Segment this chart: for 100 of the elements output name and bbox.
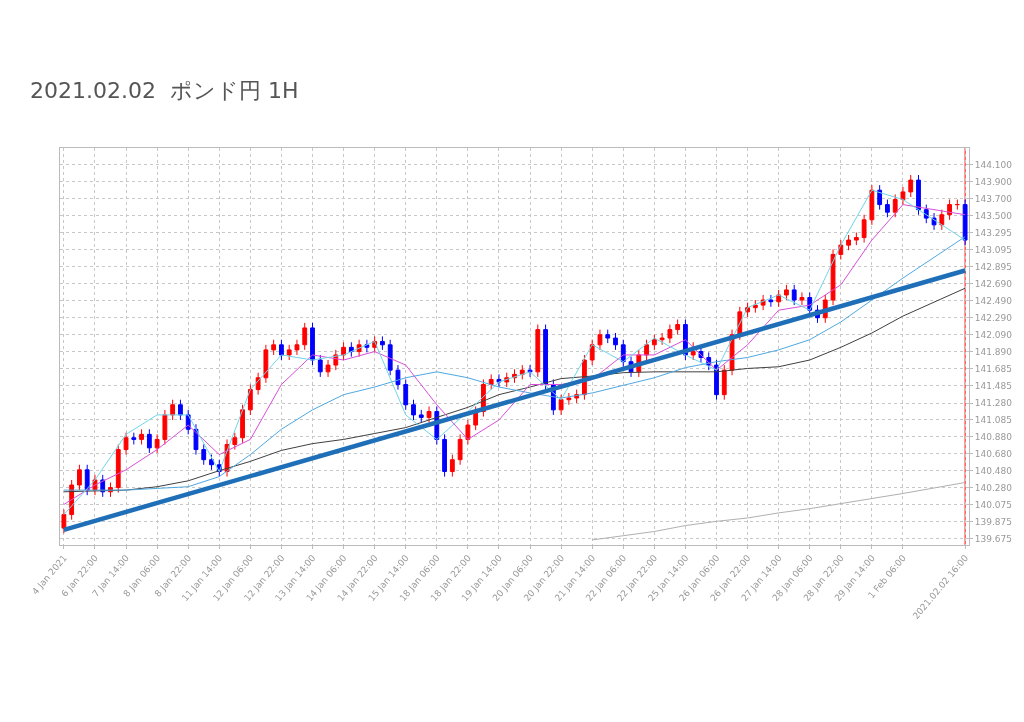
candlestick <box>519 364 525 380</box>
candlestick <box>465 419 471 445</box>
candlestick <box>714 359 719 401</box>
candlestick <box>146 428 152 454</box>
candlestick <box>791 284 797 306</box>
candlestick <box>201 443 207 466</box>
y-tick-label: 143.900 <box>974 176 1013 187</box>
candlestick <box>675 318 681 336</box>
candlestick <box>527 364 533 378</box>
candlestick <box>908 174 914 198</box>
candlestick <box>558 394 564 416</box>
candlestick <box>139 428 144 445</box>
candlestick <box>387 339 393 376</box>
chart-title: 2021.02.02 ポンド円 1H <box>30 77 299 103</box>
candlestick <box>535 324 541 378</box>
candlestick <box>286 344 292 361</box>
candlestick <box>613 332 618 351</box>
candlestick <box>403 378 409 411</box>
candlestick <box>962 199 968 246</box>
candlestick <box>947 199 952 221</box>
candlestick <box>317 354 323 378</box>
candlestick <box>488 373 494 391</box>
candlestick <box>232 432 238 451</box>
candlestick <box>784 284 789 301</box>
y-tick-label: 140.280 <box>974 482 1013 493</box>
y-tick-label: 139.675 <box>974 533 1013 544</box>
candlestick <box>690 341 696 361</box>
candlestick <box>154 433 160 454</box>
candlestick <box>263 344 269 384</box>
candlestick <box>597 329 603 351</box>
y-tick-label: 141.085 <box>974 414 1013 425</box>
candlestick <box>853 231 859 246</box>
y-tick-label: 142.895 <box>974 261 1013 272</box>
candlestick <box>659 332 665 346</box>
candlestick <box>589 339 595 366</box>
candlestick <box>605 329 611 344</box>
candlestick <box>449 454 455 478</box>
y-tick-label: 143.095 <box>974 244 1013 255</box>
candlestick <box>364 339 370 353</box>
candlestick <box>178 399 183 421</box>
y-tick-label: 140.480 <box>974 465 1013 476</box>
y-tick-label: 143.500 <box>974 210 1013 221</box>
candlestick <box>279 339 284 361</box>
candlestick <box>861 214 867 244</box>
candlestick <box>954 199 960 211</box>
candlestick <box>877 184 883 211</box>
candlestick <box>418 409 424 424</box>
candlestick <box>123 432 129 456</box>
y-tick-label: 139.875 <box>974 516 1013 527</box>
candlestick <box>411 399 416 421</box>
candlestick <box>799 291 805 306</box>
candlestick <box>457 433 463 466</box>
candlestick <box>752 299 758 314</box>
y-tick-label: 141.280 <box>974 398 1013 409</box>
y-tick-label: 140.680 <box>974 448 1013 459</box>
candlestick <box>61 509 67 534</box>
y-tick-label: 144.100 <box>974 160 1013 171</box>
y-tick-label: 142.290 <box>974 312 1013 323</box>
candlestick <box>543 324 548 391</box>
y-tick-label: 142.690 <box>974 279 1013 290</box>
candlestick <box>916 174 921 216</box>
y-tick-label: 140.880 <box>974 432 1013 443</box>
candlestick <box>294 339 300 356</box>
candlestick <box>302 322 308 351</box>
candlestick <box>395 364 401 391</box>
y-tick-label: 141.685 <box>974 364 1013 375</box>
candlestick <box>869 184 875 226</box>
y-tick-label: 141.485 <box>974 380 1013 391</box>
y-tick-label: 140.075 <box>974 500 1013 511</box>
y-tick-label: 143.295 <box>974 228 1013 239</box>
y-tick-label: 141.890 <box>974 346 1013 357</box>
candlestick <box>721 364 727 401</box>
candlestick <box>209 454 214 471</box>
candlestick <box>838 239 844 260</box>
candlestick <box>426 405 432 424</box>
candlestick <box>900 186 906 206</box>
candlestick <box>162 409 168 445</box>
candlestick <box>131 432 137 445</box>
candlestick <box>77 464 82 491</box>
candlestick <box>170 399 176 421</box>
candlestick <box>271 339 277 356</box>
candlestick <box>380 335 385 351</box>
candlestick <box>846 234 851 251</box>
candlestick <box>310 322 315 366</box>
candlestick <box>442 433 447 478</box>
candlestick <box>830 248 836 306</box>
candlestick <box>768 294 774 308</box>
candlestick <box>885 199 890 218</box>
candlestick <box>892 193 898 218</box>
candlestick <box>325 359 331 378</box>
y-tick-label: 142.090 <box>974 329 1013 340</box>
candlestick <box>566 392 572 406</box>
candlestick <box>651 334 657 351</box>
candlestick <box>939 209 945 231</box>
y-tick-label: 143.700 <box>974 193 1013 204</box>
candlestick <box>240 404 245 444</box>
y-tick-label: 142.490 <box>974 296 1013 307</box>
candlestick <box>247 384 253 416</box>
candlestick <box>496 373 502 388</box>
candlestick <box>667 324 673 344</box>
